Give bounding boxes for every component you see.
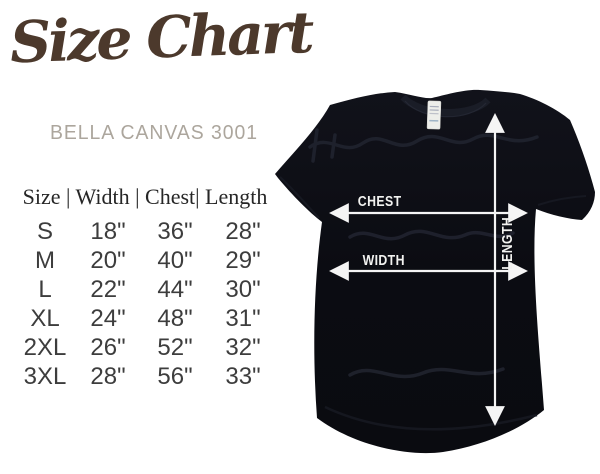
left-cuff-fold [279, 176, 320, 219]
length-cell: 32" [225, 334, 261, 361]
chest-cell: 52" [157, 334, 193, 361]
chest-label: CHEST [358, 193, 402, 209]
page-title: Size Chart [8, 0, 313, 77]
collar-seam [404, 100, 487, 118]
size-cell: XL [30, 305, 60, 332]
chest-cell: 56" [157, 363, 193, 390]
right-cuff-fold [537, 195, 587, 206]
size-table-header: Size | Width | Chest| Length [22, 184, 268, 209]
collar [400, 94, 491, 116]
length-cell: 30" [225, 276, 261, 303]
length-cell: 31" [225, 305, 261, 332]
chest-cell: 36" [157, 218, 193, 245]
size-cell: S [36, 218, 53, 245]
width-cell: 26" [90, 334, 126, 361]
width-cell: 24" [90, 305, 126, 332]
width-label: WIDTH [363, 252, 405, 268]
size-cell: L [38, 276, 52, 303]
size-table-body: S 18" 36" 28" M 20" 40" 29" L 22" 44" 30… [14, 217, 276, 391]
chest-cell: 40" [157, 247, 193, 274]
width-cell: 22" [90, 276, 126, 303]
tshirt-graphic: CHEST WIDTH LENGTH [275, 89, 595, 454]
width-cell: 18" [90, 218, 126, 245]
shirt-measurement-diagram: CHEST WIDTH LENGTH [255, 85, 600, 474]
neck-label [426, 100, 442, 130]
length-cell: 33" [225, 363, 261, 390]
size-cell: M [35, 247, 55, 274]
length-label: LENGTH [499, 217, 515, 270]
chest-cell: 44" [157, 276, 193, 303]
size-table: Size | Width | Chest| Length S 18" 36" 2… [14, 184, 276, 391]
length-cell: 29" [225, 247, 261, 274]
size-cell: 2XL [23, 334, 67, 361]
size-cell: 3XL [23, 363, 67, 390]
hem-fold [324, 405, 538, 431]
length-cell: 28" [225, 218, 261, 245]
product-name: BELLA CANVAS 3001 [49, 122, 259, 144]
width-cell: 20" [90, 247, 126, 274]
width-cell: 28" [90, 363, 126, 390]
chest-cell: 48" [157, 305, 193, 332]
